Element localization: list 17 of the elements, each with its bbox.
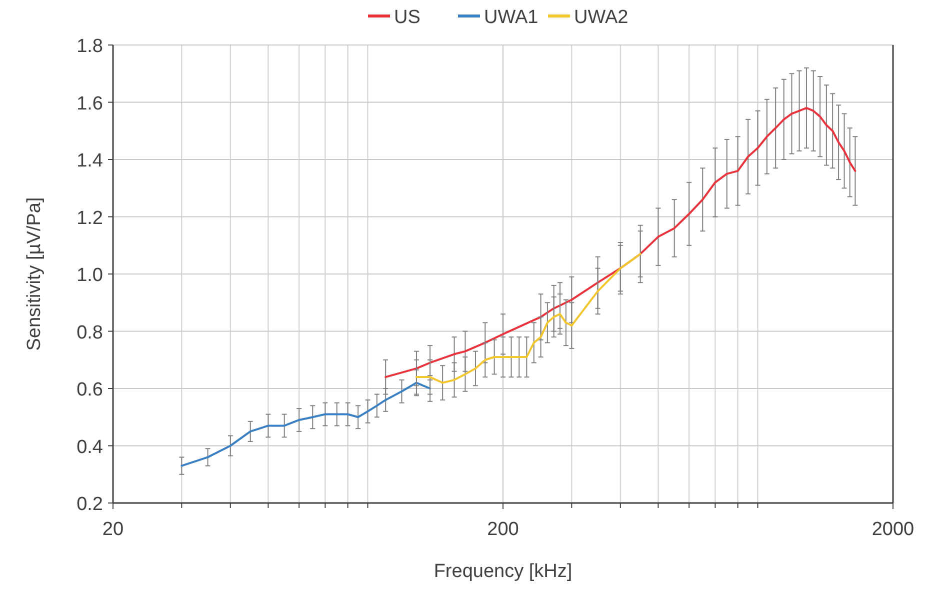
- y-axis-title: Sensitivity [µV/Pa]: [24, 197, 45, 351]
- y-tick-label: 0.4: [76, 436, 104, 458]
- y-tick-label: 0.8: [76, 322, 103, 344]
- x-axis-title: Frequency [kHz]: [434, 561, 572, 582]
- y-tick-label: 1.0: [76, 265, 103, 286]
- y-tick-label: 1.6: [76, 93, 103, 114]
- x-tick-label: 2000: [872, 519, 914, 540]
- x-tick-label: 200: [487, 519, 519, 540]
- y-tick-label: 1.4: [76, 150, 104, 172]
- legend-label: UWA2: [574, 7, 628, 28]
- y-tick-label: 1.2: [76, 208, 103, 229]
- y-tick-label: 0.6: [76, 380, 103, 400]
- y-tick-label: 1.8: [76, 36, 103, 57]
- x-tick-label: 20: [102, 519, 124, 540]
- legend-label: US: [394, 7, 420, 28]
- legend-label: UWA1: [484, 7, 538, 28]
- y-tick-label: 0.2: [76, 494, 103, 515]
